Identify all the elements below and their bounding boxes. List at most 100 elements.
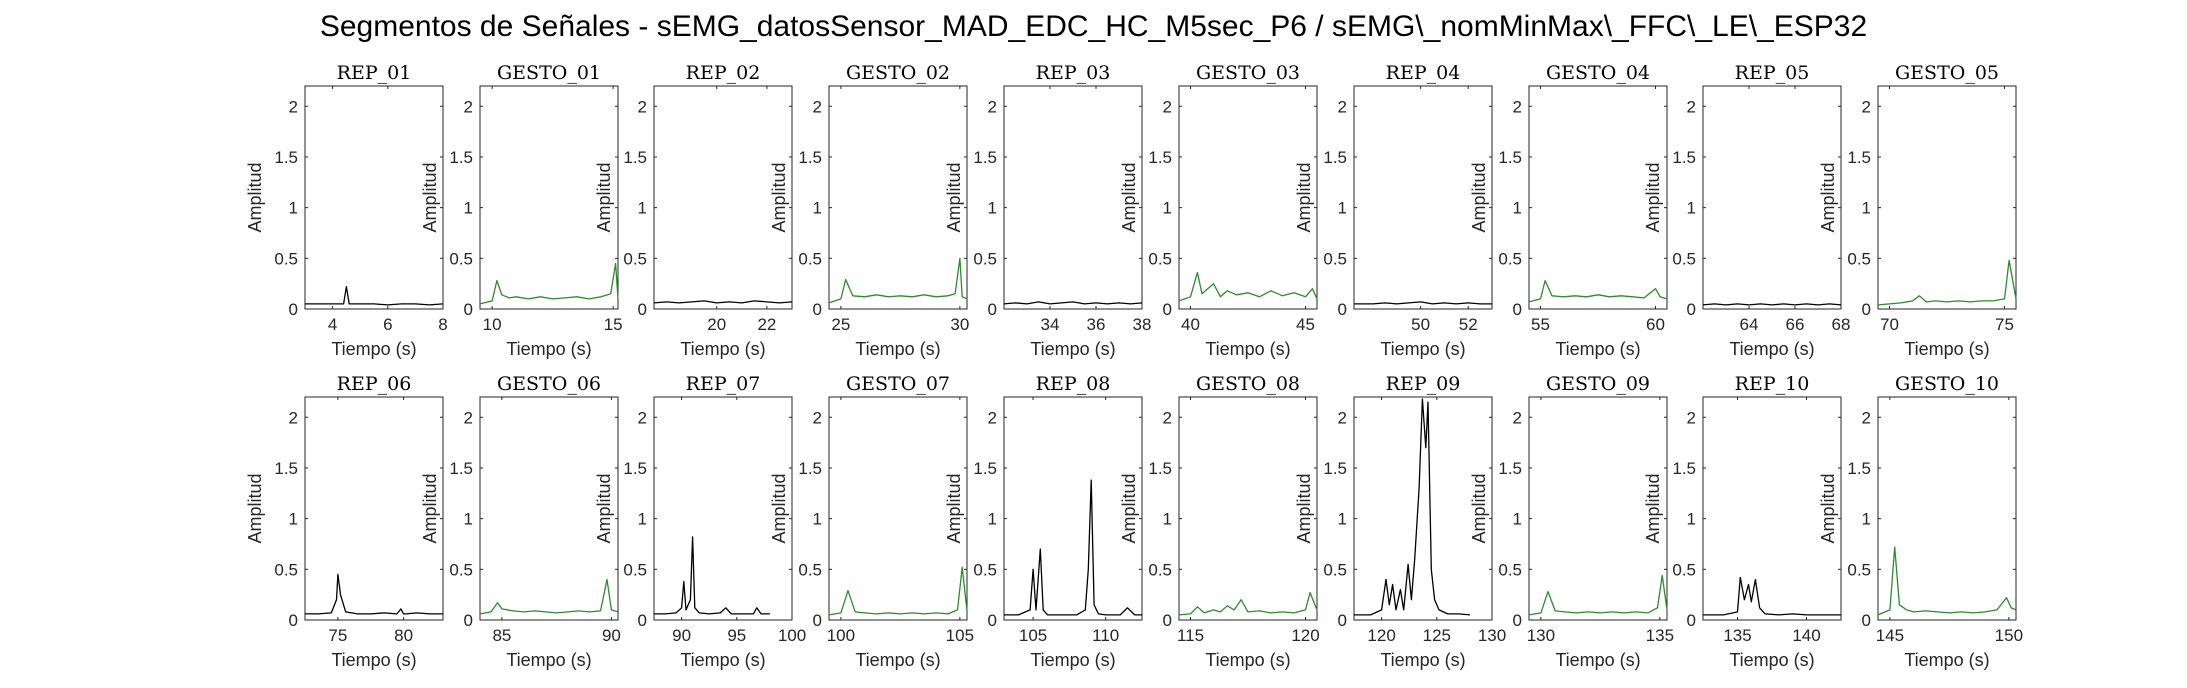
- y-tick-label: 1.5: [1498, 459, 1522, 478]
- x-tick-label: 50: [1411, 315, 1430, 334]
- axes-box: [653, 396, 793, 621]
- x-tick-label: 120: [1367, 626, 1395, 645]
- x-axis-label: Tiempo (s): [1904, 650, 1989, 670]
- x-tick-label: 105: [946, 626, 974, 645]
- x-axis-label: Tiempo (s): [1205, 339, 1290, 359]
- x-tick-label: 130: [1478, 626, 1506, 645]
- x-tick-label: 85: [492, 626, 511, 645]
- x-tick-label: 55: [1531, 315, 1550, 334]
- series-line: [1003, 301, 1143, 305]
- y-tick-label: 0.5: [623, 249, 647, 268]
- y-tick-label: 1: [1862, 510, 1871, 529]
- y-tick-label: 2: [1862, 97, 1871, 116]
- y-tick-label: 0: [813, 300, 822, 319]
- x-tick-label: 40: [1181, 315, 1200, 334]
- y-tick-label: 0.5: [1847, 249, 1871, 268]
- y-tick-label: 1: [289, 510, 298, 529]
- y-tick-label: 0.5: [274, 560, 298, 579]
- x-axis-label: Tiempo (s): [855, 339, 940, 359]
- subplot-gesto-08: 0 0.5 1 1.5 2 115 120 GESTO_08 Tiempo (s) Amplitu…: [1119, 373, 1320, 670]
- y-tick-label: 0: [464, 611, 473, 630]
- y-tick-label: 1: [1687, 510, 1696, 529]
- y-tick-label: 1: [988, 199, 997, 218]
- y-tick-label: 1.5: [623, 459, 647, 478]
- y-tick-label: 0: [1163, 611, 1172, 630]
- x-tick-label: 130: [1527, 626, 1555, 645]
- y-tick-label: 0: [464, 300, 473, 319]
- y-tick-label: 1: [813, 199, 822, 218]
- y-tick-label: 0: [1862, 611, 1871, 630]
- subplot-rep-09: 0 0.5 1 1.5 2 120 125 130 REP_09 Tiempo (s) Amplit…: [1294, 373, 1506, 670]
- y-tick-label: 1: [638, 199, 647, 218]
- series-line: [1354, 301, 1492, 305]
- series-line: [828, 566, 968, 616]
- y-tick-label: 0.5: [1498, 249, 1522, 268]
- y-tick-label: 1.5: [1498, 148, 1522, 167]
- y-tick-label: 1: [1338, 510, 1347, 529]
- y-tick-label: 1.5: [1323, 459, 1347, 478]
- axes-box: [1702, 85, 1842, 310]
- y-tick-label: 2: [988, 97, 997, 116]
- y-tick-label: 1.5: [1847, 148, 1871, 167]
- subplot-gesto-07: 0 0.5 1 1.5 2 100 105 GESTO_07 Tiempo (s) Amplitu…: [769, 373, 974, 670]
- y-tick-label: 1: [1513, 510, 1522, 529]
- y-tick-label: 0.5: [1672, 560, 1696, 579]
- y-axis-label: Amplitud: [1294, 473, 1314, 543]
- x-axis-label: Tiempo (s): [1729, 339, 1814, 359]
- series-line: [654, 536, 770, 615]
- axes-box: [1528, 85, 1668, 310]
- x-tick-label: 110: [1092, 626, 1119, 645]
- y-tick-label: 0.5: [798, 560, 822, 579]
- subplot-title: REP_05: [1735, 62, 1810, 84]
- x-tick-label: 38: [1133, 315, 1152, 334]
- y-tick-label: 2: [1687, 408, 1696, 427]
- x-tick-label: 20: [707, 315, 726, 334]
- y-tick-label: 2: [1163, 408, 1172, 427]
- subplot-title: REP_03: [1036, 62, 1111, 84]
- subplot-title: GESTO_05: [1895, 62, 1999, 84]
- y-tick-label: 0: [1513, 611, 1522, 630]
- x-tick-label: 140: [1792, 626, 1820, 645]
- y-tick-label: 0.5: [798, 249, 822, 268]
- x-axis-label: Tiempo (s): [1729, 650, 1814, 670]
- subplot-gesto-05: 0 0.5 1 1.5 2 70 75 GESTO_05 Tiempo (s) Amplitud: [1818, 62, 2017, 359]
- y-tick-label: 0: [1163, 300, 1172, 319]
- y-tick-label: 0: [289, 611, 298, 630]
- y-tick-label: 1: [638, 510, 647, 529]
- x-tick-label: 135: [1646, 626, 1674, 645]
- subplot-title: REP_01: [337, 62, 412, 84]
- subplot-rep-06: 0 0.5 1 1.5 2 75 80 REP_06 Tiempo (s) Amplitud: [245, 373, 444, 670]
- axes-box: [1528, 396, 1668, 621]
- subplot-rep-04: 0 0.5 1 1.5 2 50 52 REP_04 Tiempo (s) Amplitud: [1294, 62, 1493, 359]
- y-tick-label: 2: [1513, 408, 1522, 427]
- y-tick-label: 1: [1338, 199, 1347, 218]
- x-tick-label: 60: [1646, 315, 1665, 334]
- y-tick-label: 0.5: [449, 560, 473, 579]
- x-axis-label: Tiempo (s): [1030, 339, 1115, 359]
- y-tick-label: 0: [988, 611, 997, 630]
- x-axis-label: Tiempo (s): [506, 339, 591, 359]
- subplot-title: REP_06: [337, 373, 412, 395]
- subplot-rep-10: 0 0.5 1 1.5 2 135 140 REP_10 Tiempo (s) Amplitud: [1643, 373, 1842, 670]
- x-tick-label: 90: [672, 626, 691, 645]
- subplot-title: REP_08: [1036, 373, 1111, 395]
- series-line: [479, 262, 619, 305]
- axes-box: [479, 85, 619, 310]
- y-tick-label: 2: [813, 97, 822, 116]
- y-tick-label: 0: [1513, 300, 1522, 319]
- x-tick-label: 68: [1832, 315, 1851, 334]
- x-tick-label: 4: [328, 315, 337, 334]
- axes-box: [304, 396, 444, 621]
- subplot-gesto-02: 0 0.5 1 1.5 2 25 30 GESTO_02 Tiempo (s) Amplitud: [769, 62, 969, 359]
- x-tick-label: 36: [1087, 315, 1106, 334]
- x-tick-label: 100: [778, 626, 806, 645]
- subplot-gesto-09: 0 0.5 1 1.5 2 130 135 GESTO_09 Tiempo (s) Amplitu…: [1469, 373, 1674, 670]
- axes-box: [653, 85, 793, 310]
- series-line: [1354, 398, 1470, 616]
- axes-box: [828, 396, 968, 621]
- x-tick-label: 150: [1995, 626, 2023, 645]
- y-tick-label: 1.5: [1672, 148, 1696, 167]
- y-axis-label: Amplitud: [420, 162, 440, 232]
- subplot-gesto-03: 0 0.5 1 1.5 2 40 45 GESTO_03 Tiempo (s) Amplitud: [1119, 62, 1318, 359]
- y-tick-label: 1: [289, 199, 298, 218]
